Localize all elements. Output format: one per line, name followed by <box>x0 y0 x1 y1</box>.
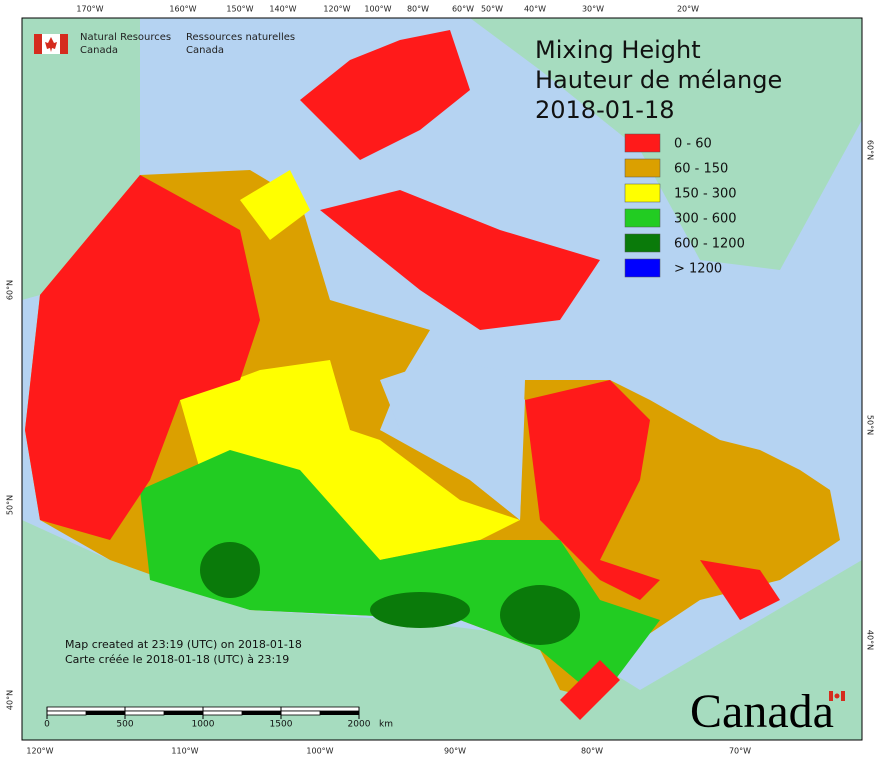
scale-segment <box>46 706 126 712</box>
wordmark-leaf <box>834 693 840 699</box>
scale-segment <box>320 711 359 715</box>
agency-en: Natural Resources <box>80 32 171 43</box>
legend-swatch <box>624 133 661 153</box>
zone-darkgreen <box>500 585 580 645</box>
scale-segment <box>280 710 321 716</box>
scale-segment <box>124 706 204 712</box>
legend-label: 0 - 60 <box>674 137 712 152</box>
scale-segment <box>86 711 125 715</box>
zone-darkgreen <box>200 542 260 598</box>
lat-label: 60°N <box>6 280 15 300</box>
wordmark-flag <box>829 691 833 701</box>
title-line: 2018-01-18 <box>535 96 674 124</box>
flag-bar <box>60 34 68 54</box>
flag-bar <box>34 34 42 54</box>
legend-label: 150 - 300 <box>674 187 737 202</box>
scale-segment <box>242 711 281 715</box>
legend-swatch <box>624 258 661 278</box>
canada-wordmark: Canada <box>690 685 845 738</box>
zone-yellow-arctic <box>240 170 310 240</box>
credit-line: Carte créée le 2018-01-18 (UTC) à 23:19 <box>65 653 289 666</box>
scale-segment <box>202 710 243 716</box>
scale-label: 500 <box>116 720 133 730</box>
zone-red-arctic <box>320 190 600 330</box>
map-frame <box>21 17 863 741</box>
legend-swatch <box>624 233 661 253</box>
wordmark-flag <box>841 691 845 701</box>
lon-label: 150°W <box>226 5 253 14</box>
scale-unit: km <box>379 720 393 730</box>
hudson-bay <box>380 360 525 520</box>
greenland <box>470 18 862 270</box>
title: Mixing Height Hauteur de mélange 2018-01… <box>535 36 782 124</box>
wordmark: Canada <box>690 685 834 738</box>
lon-label: 20°W <box>677 5 699 14</box>
lon-label: 40°W <box>524 5 546 14</box>
lon-label: 160°W <box>169 5 196 14</box>
lon-label: 170°W <box>76 5 103 14</box>
lat-label: 50°N <box>6 495 15 515</box>
title-line: Hauteur de mélange <box>535 66 782 94</box>
credit-line: Map created at 23:19 (UTC) on 2018-01-18 <box>65 638 302 651</box>
lon-label: 80°W <box>407 5 429 14</box>
scale-bar: 0 500 1000 1500 2000 km <box>44 706 393 730</box>
legend-swatch <box>624 158 661 178</box>
alaska <box>22 18 140 300</box>
title-line: Mixing Height <box>535 36 701 64</box>
maple-leaf <box>45 37 57 52</box>
lon-label: 140°W <box>269 5 296 14</box>
zone-red-arctic <box>300 30 470 160</box>
legend-swatch <box>624 183 661 203</box>
lon-label: 120°W <box>323 5 350 14</box>
lon-label: 80°W <box>581 747 603 756</box>
scale-segment <box>280 706 360 712</box>
lat-label: 60°N <box>866 140 875 160</box>
lat-label: 40°N <box>6 690 15 710</box>
scale-label: 0 <box>44 720 50 730</box>
scale-segment <box>46 710 87 716</box>
legend-label: > 1200 <box>674 262 722 277</box>
agency-fr: Ressources naturelles <box>186 32 295 43</box>
lon-label: 120°W <box>26 747 53 756</box>
lon-label: 90°W <box>444 747 466 756</box>
zone-red-quebec <box>525 380 660 600</box>
scale-label: 1000 <box>192 720 215 730</box>
united-states <box>22 520 862 740</box>
lat-label: 40°N <box>866 630 875 650</box>
zone-red-west <box>25 175 260 540</box>
legend-label: 300 - 600 <box>674 212 737 227</box>
scale-segment <box>202 706 282 712</box>
scale-label: 2000 <box>348 720 371 730</box>
frame-border <box>21 17 863 741</box>
lon-label: 30°W <box>582 5 604 14</box>
credits: Map created at 23:19 (UTC) on 2018-01-18… <box>65 638 302 666</box>
legend-swatch <box>624 208 661 228</box>
lon-label: 70°W <box>729 747 751 756</box>
scale-label: 1500 <box>270 720 293 730</box>
zone-darkgreen <box>370 592 470 628</box>
zone-red-maritimes <box>700 560 780 620</box>
legend-label: 60 - 150 <box>674 162 728 177</box>
graticule-labels: 170°W 160°W 150°W 140°W 120°W 100°W 80°W… <box>6 5 875 756</box>
agency-en: Canada <box>80 45 118 56</box>
lon-label: 50°W <box>481 5 503 14</box>
zone-red-ontario <box>560 660 620 720</box>
agency-fr: Canada <box>186 45 224 56</box>
lon-label: 60°W <box>452 5 474 14</box>
lat-label: 50°N <box>866 415 875 435</box>
legend: 0 - 60 60 - 150 150 - 300 300 - 600 600 - 12… <box>624 133 745 278</box>
scale-segment <box>124 710 165 716</box>
scale-segment <box>164 711 203 715</box>
zone-yellow <box>180 360 520 560</box>
lon-label: 100°W <box>364 5 391 14</box>
lon-label: 100°W <box>306 747 333 756</box>
agency-header: Natural Resources Canada Ressources natu… <box>34 32 295 56</box>
lon-label: 110°W <box>171 747 198 756</box>
legend-label: 600 - 1200 <box>674 237 745 252</box>
